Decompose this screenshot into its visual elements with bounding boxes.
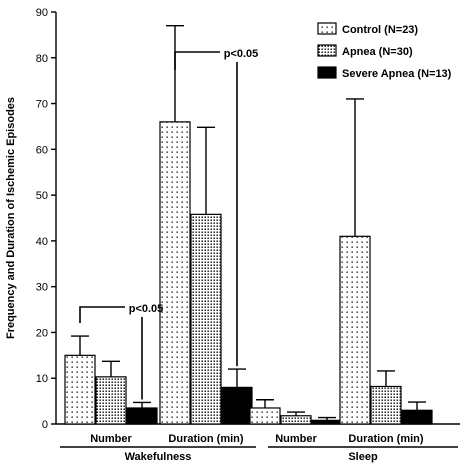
y-tick-label: 70 xyxy=(36,99,48,111)
bar xyxy=(280,415,312,425)
significance-bracket xyxy=(79,306,125,323)
category-label: Number xyxy=(90,433,132,445)
bar xyxy=(159,121,191,425)
y-tick-label: 50 xyxy=(36,190,48,202)
y-tick-label: 40 xyxy=(36,236,48,248)
category-label: Duration (min) xyxy=(168,433,243,445)
group-label: Sleep xyxy=(348,451,378,463)
bar xyxy=(64,354,96,425)
bar xyxy=(249,407,281,425)
bar xyxy=(190,213,222,425)
y-tick-label: 30 xyxy=(36,282,48,294)
bar xyxy=(221,386,253,425)
significance-label: p<0.05 xyxy=(224,48,259,60)
y-tick-label: 60 xyxy=(36,144,48,156)
legend-swatch xyxy=(317,66,337,79)
category-label: Number xyxy=(275,433,317,445)
bar xyxy=(370,385,402,425)
legend-swatch xyxy=(317,22,337,35)
bar xyxy=(126,407,158,425)
y-axis-label: Frequency and Duration of Ischemic Episo… xyxy=(5,97,17,339)
bar xyxy=(311,419,343,425)
bar xyxy=(95,376,127,425)
group-label: Wakefulness xyxy=(125,451,192,463)
y-tick-label: 80 xyxy=(36,53,48,65)
bar xyxy=(339,235,371,425)
bar xyxy=(401,409,433,425)
significance-label: p<0.05 xyxy=(129,303,164,315)
legend-swatch xyxy=(317,44,337,57)
legend-label: Control (N=23) xyxy=(342,24,418,36)
y-tick-label: 0 xyxy=(42,419,48,431)
category-label: Duration (min) xyxy=(348,433,423,445)
legend-label: Severe Apnea (N=13) xyxy=(342,68,452,80)
significance-bracket xyxy=(174,51,220,70)
y-tick-label: 90 xyxy=(36,7,48,19)
legend-label: Apnea (N=30) xyxy=(342,46,413,58)
y-tick-label: 10 xyxy=(36,373,48,385)
y-tick-label: 20 xyxy=(36,327,48,339)
